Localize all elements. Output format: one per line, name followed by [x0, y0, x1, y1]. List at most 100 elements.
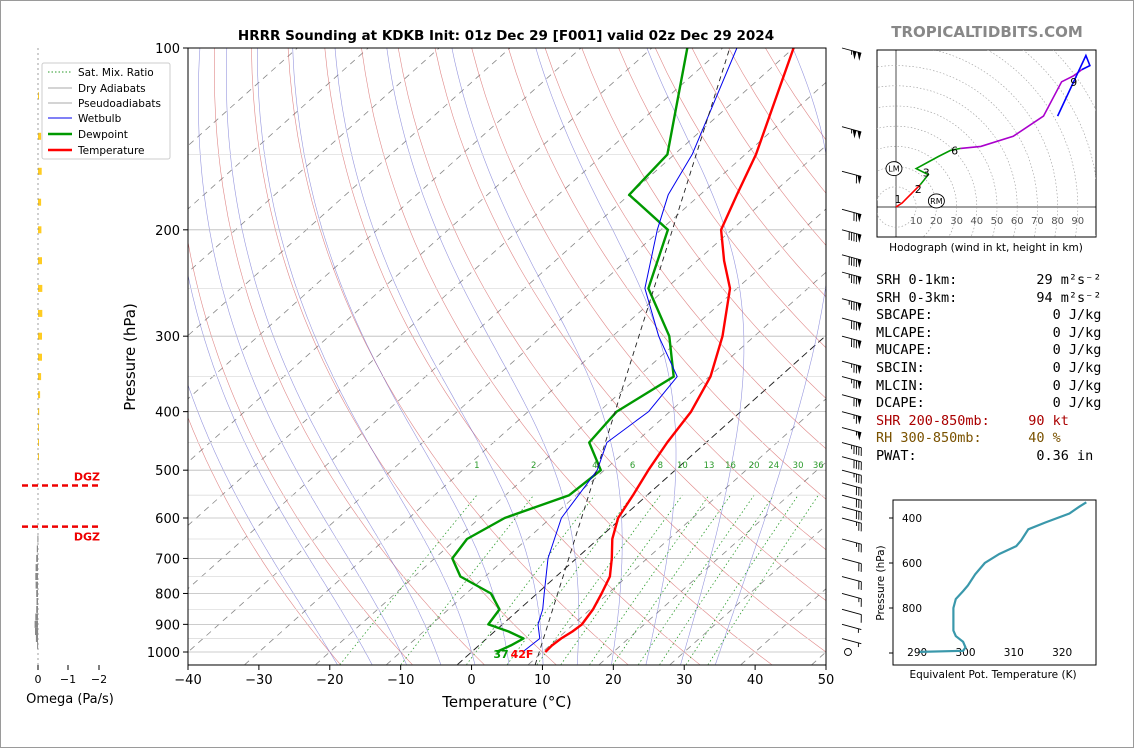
y-tick-label: 900 — [155, 618, 180, 633]
mixing-ratio-labels: 1 2 4 6 8 10 13 16 20 24 30 36 — [474, 461, 824, 471]
barb-staff — [841, 494, 862, 501]
hodograph-ring-label: 80 — [1051, 216, 1064, 227]
y-tick-label: 1000 — [147, 646, 180, 661]
barb-staff — [841, 593, 862, 600]
omega-tick-1: −1 — [60, 673, 76, 686]
mixing-ratio-label: 36 — [813, 461, 824, 471]
hodograph-height-label: 1 — [895, 193, 902, 206]
barb-staff — [841, 558, 862, 565]
sounding-parameters: SRH 0-1km: 29 m²s⁻² SRH 0-3km: 94 m²s⁻² SB… — [876, 272, 1106, 466]
wind-barb — [841, 638, 862, 648]
omega-bars — [34, 92, 43, 649]
barb-flag — [857, 233, 862, 243]
hodograph-ring-label: 40 — [970, 216, 983, 227]
dry-adiabat — [544, 48, 826, 450]
barb-staff — [841, 538, 862, 545]
omega-bar — [38, 424, 39, 431]
isobar-gridlines — [188, 48, 826, 665]
barb-flag — [857, 130, 862, 140]
theta-e-x-tick-label: 310 — [1004, 647, 1024, 659]
mixing-ratio-label: 24 — [768, 461, 779, 471]
parcel-trace — [534, 48, 731, 665]
storm-motion-label: RM — [930, 197, 943, 206]
hodograph-ring-label: 60 — [1011, 216, 1024, 227]
wind-barb — [841, 360, 862, 375]
mixing-ratio-line — [536, 494, 661, 665]
omega-bar — [37, 641, 39, 649]
omega-bar — [36, 545, 38, 553]
y-tick-label: 200 — [155, 224, 180, 239]
hodograph-ring — [986, 50, 1079, 237]
theta-e-profile — [919, 501, 1087, 653]
mixing-ratio-line — [707, 494, 819, 665]
stat-value: 0 J/kg — [1012, 395, 1102, 412]
omega-bar — [38, 92, 39, 100]
stat-label: MLCAPE: — [876, 324, 933, 341]
omega-bar — [38, 453, 39, 461]
barb-flag — [857, 175, 862, 185]
omega-bar — [38, 167, 42, 175]
omega-bar — [35, 635, 38, 642]
pseudoadiabat — [334, 48, 544, 665]
barb-staff — [841, 482, 862, 489]
hodograph-ring-label: 10 — [910, 216, 923, 227]
dgz-top-label: DGZ — [74, 470, 100, 483]
omega-bar — [36, 554, 38, 562]
svg-text:Sat. Mix. Ratio: Sat. Mix. Ratio — [78, 67, 154, 79]
svg-text:Wetbulb: Wetbulb — [78, 113, 122, 125]
barb-staff — [841, 335, 862, 342]
pseudoadiabat — [225, 48, 442, 665]
profile-wetbulb — [522, 48, 738, 653]
stat-value: 0 J/kg — [1012, 342, 1102, 359]
barb-flag — [857, 398, 862, 408]
mixing-ratio-label: 30 — [793, 461, 804, 471]
theta-e-ylabel: Pressure (hPa) — [875, 545, 887, 620]
dgz-markers: DGZ DGZ — [22, 470, 100, 544]
hodograph-height-label: 3 — [923, 167, 930, 180]
wind-barb — [841, 208, 862, 223]
skewt-ylabel: Pressure (hPa) — [121, 303, 139, 411]
omega-tick-0: 0 — [35, 673, 42, 686]
isotherm — [244, 145, 826, 665]
stat-value: 0 J/kg — [1012, 377, 1102, 394]
omega-bar — [36, 605, 38, 613]
mixing-ratio-line — [659, 494, 775, 665]
hodograph-ring-label: 20 — [930, 216, 943, 227]
hodograph-ring — [877, 146, 957, 237]
dry-adiabat — [618, 48, 826, 349]
wind-barb — [841, 538, 862, 553]
barb-flag — [857, 52, 862, 61]
stat-value: 29 m²s⁻² — [1012, 272, 1102, 288]
barb-flag — [857, 431, 862, 441]
omega-bar — [35, 564, 38, 572]
barb-flag — [857, 213, 862, 223]
skewt-profiles — [451, 48, 795, 665]
theta-e-x-tick-label: 290 — [907, 647, 927, 659]
stat-row: MUCAPE: 0 J/kg — [876, 342, 1106, 360]
omega-bar — [38, 309, 43, 317]
stat-value: 0 J/kg — [1012, 324, 1102, 341]
stat-value: 0.36 in — [1012, 447, 1094, 464]
pseudoadiabat — [386, 48, 580, 665]
stat-row: SHR 200-850mb: 90 kt — [876, 413, 1106, 431]
dry-adiabat — [361, 48, 773, 665]
y-tick-label: 100 — [155, 42, 180, 57]
hodograph-ring-label: 90 — [1071, 216, 1084, 227]
y-tick-label: 300 — [155, 330, 180, 345]
x-tick-label: 30 — [676, 673, 693, 688]
stat-value: 90 kt — [1012, 412, 1069, 429]
omega-bar — [38, 439, 39, 446]
theta-e-y-tick-label: 400 — [902, 513, 922, 525]
omega-tick-2: −2 — [91, 673, 107, 686]
barb-flag — [857, 365, 862, 375]
isotherm — [527, 398, 826, 665]
pseudoadiabat — [198, 48, 407, 665]
dry-adiabat — [397, 48, 826, 653]
hodograph-height-label: 9 — [1070, 76, 1077, 89]
stat-row: MLCAPE: 0 J/kg — [876, 325, 1106, 343]
x-tick-label: 20 — [605, 673, 622, 688]
omega-bar — [38, 391, 41, 399]
barb-staff — [841, 638, 862, 645]
isotherm — [188, 48, 369, 210]
storm-motion-marker — [927, 193, 945, 209]
